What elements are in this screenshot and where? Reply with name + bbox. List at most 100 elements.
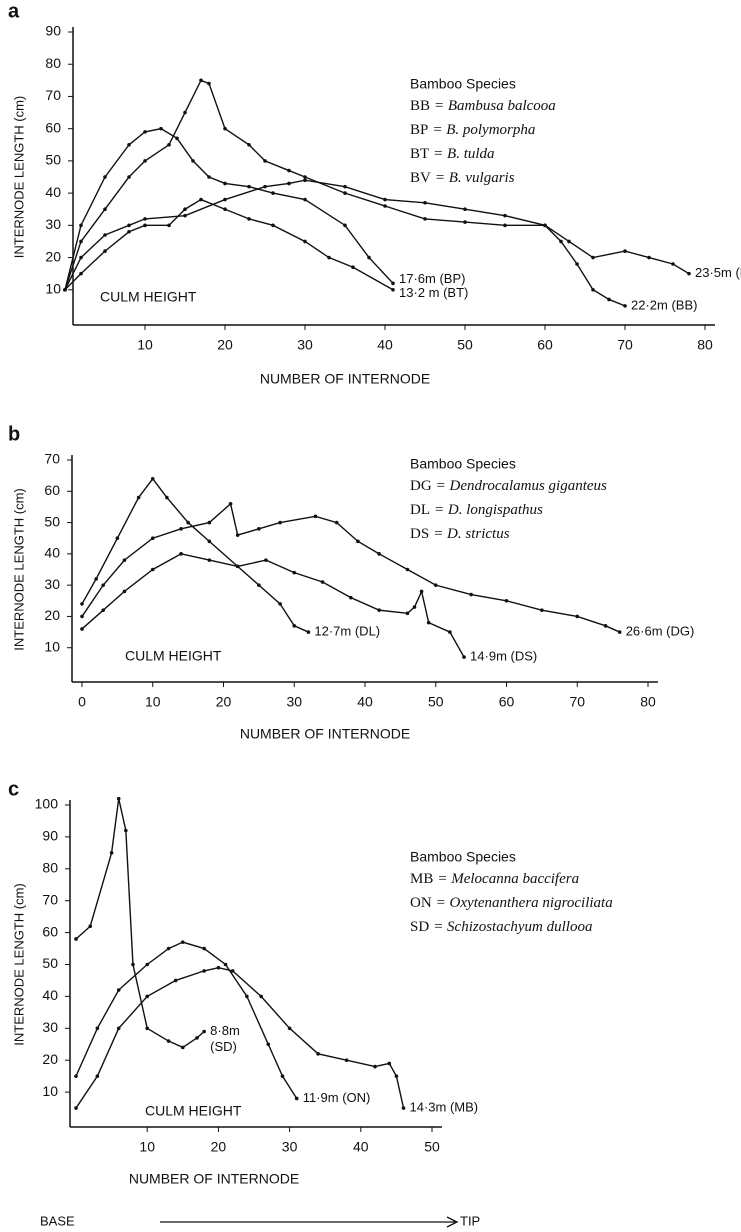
data-point xyxy=(79,255,83,260)
data-point xyxy=(173,978,178,983)
data-point xyxy=(223,207,227,212)
x-tick-label: 60 xyxy=(499,694,515,710)
legend-code: DS xyxy=(410,526,429,542)
end-label: 12·7m (DL) xyxy=(314,624,380,639)
x-tick-label: 20 xyxy=(216,694,232,710)
data-point xyxy=(377,608,381,612)
y-tick-label: 70 xyxy=(44,451,60,467)
data-point xyxy=(257,527,261,531)
data-point xyxy=(143,217,147,221)
x-axis-title: NUMBER OF INTERNODE xyxy=(129,1171,299,1187)
data-point xyxy=(313,514,318,519)
x-tick-label: 20 xyxy=(217,337,233,353)
data-point xyxy=(179,527,183,531)
data-point xyxy=(223,126,227,131)
end-label: 17·6m (BP) xyxy=(399,271,465,286)
data-point xyxy=(543,223,547,228)
x-tick-label: 50 xyxy=(428,694,444,710)
data-point xyxy=(79,239,83,244)
data-point xyxy=(131,962,135,967)
legend-species: = Bambusa balcooa xyxy=(434,98,556,114)
y-tick-label: 40 xyxy=(42,987,58,1003)
legend-entry: DS = D. strictus xyxy=(410,526,510,542)
x-tick-label: 30 xyxy=(286,694,302,710)
data-point xyxy=(278,520,282,525)
y-tick-label: 10 xyxy=(44,638,60,654)
y-tick-label: 40 xyxy=(45,184,61,200)
data-point xyxy=(426,620,431,625)
x-tick-label: 40 xyxy=(353,1139,369,1155)
data-point xyxy=(228,502,233,506)
y-tick-label: 10 xyxy=(42,1083,58,1099)
data-point xyxy=(575,262,579,266)
legend-entry: DL = D. longispathus xyxy=(410,502,543,518)
data-point xyxy=(223,181,227,186)
y-axis-title: INTERNODE LENGTH (cm) xyxy=(11,488,26,651)
series-line xyxy=(75,798,205,1049)
y-tick-label: 50 xyxy=(44,513,60,529)
data-point xyxy=(247,184,251,189)
data-point xyxy=(127,175,131,179)
data-point xyxy=(292,624,297,628)
data-point xyxy=(617,630,622,634)
data-point xyxy=(191,159,195,163)
data-point xyxy=(287,1026,292,1031)
data-point xyxy=(216,965,221,970)
data-point xyxy=(575,614,580,619)
data-point xyxy=(327,255,331,260)
data-point xyxy=(95,1026,100,1031)
data-point xyxy=(150,567,155,572)
tip-label: TIP xyxy=(460,1213,480,1228)
data-point xyxy=(116,796,121,801)
data-point xyxy=(391,281,395,286)
data-point xyxy=(230,969,235,973)
series-line xyxy=(75,966,405,1109)
data-point xyxy=(419,589,424,594)
data-point xyxy=(145,994,149,999)
y-tick-label: 20 xyxy=(44,607,60,623)
data-point xyxy=(462,655,466,659)
x-tick-label: 60 xyxy=(537,337,553,353)
data-point xyxy=(343,223,347,228)
series-line xyxy=(64,198,394,291)
data-point xyxy=(469,592,473,597)
legend-entry: BT = B. tulda xyxy=(410,146,495,162)
y-axis-title: INTERNODE LENGTH (cm) xyxy=(11,96,26,259)
data-point xyxy=(101,583,106,587)
base-label: BASE xyxy=(40,1213,75,1228)
x-tick-label: 80 xyxy=(697,337,713,353)
data-point xyxy=(235,533,240,537)
data-point xyxy=(183,110,187,115)
data-point xyxy=(122,558,127,562)
legend-code: ON xyxy=(410,895,432,911)
x-tick-label: 70 xyxy=(569,694,585,710)
data-point xyxy=(383,197,387,202)
data-point xyxy=(349,595,353,600)
x-tick-label: 40 xyxy=(377,337,393,353)
y-tick-label: 90 xyxy=(42,828,58,844)
data-point xyxy=(63,287,67,292)
legend-entry: SD = Schizostachyum dullooa xyxy=(410,919,592,935)
x-tick-label: 10 xyxy=(137,337,153,353)
data-point xyxy=(463,220,467,224)
data-point xyxy=(207,520,212,525)
data-point xyxy=(351,265,355,270)
data-point xyxy=(303,239,307,244)
data-point xyxy=(647,255,651,260)
data-point xyxy=(423,217,427,221)
end-label: 14·3m (MB) xyxy=(410,1099,479,1114)
legend-title: Bamboo Species xyxy=(410,456,516,472)
culm-height: CULM HEIGHT xyxy=(145,1103,242,1119)
data-point xyxy=(207,558,212,562)
data-point xyxy=(167,223,171,228)
legend-species: = D. strictus xyxy=(433,526,510,542)
end-label: 22·2m (BB) xyxy=(631,297,697,312)
data-point xyxy=(74,1074,78,1078)
data-point xyxy=(259,994,263,999)
y-tick-label: 70 xyxy=(45,87,61,103)
legend-species: = B. tulda xyxy=(433,146,494,162)
data-point xyxy=(183,213,187,218)
legend-code: DG xyxy=(410,478,432,494)
data-point xyxy=(166,1039,171,1043)
data-point xyxy=(179,552,183,556)
